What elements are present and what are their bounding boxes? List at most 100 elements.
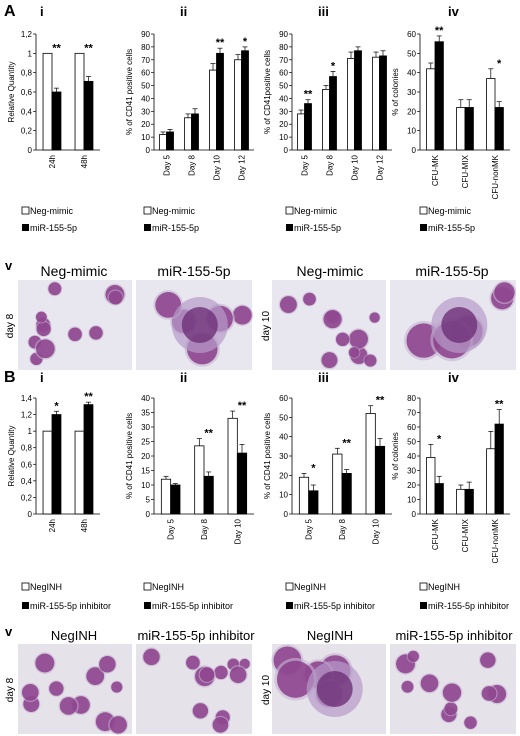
y-tick-label: 1 — [28, 427, 33, 436]
y-tick-label: 20 — [407, 481, 416, 490]
cell-nucleus — [401, 680, 414, 693]
y-tick-label: 0 — [28, 510, 33, 519]
y-tick-label: 70 — [141, 56, 150, 65]
cell-nucleus — [276, 660, 315, 698]
cell-nucleus — [407, 650, 419, 663]
b-sub-i: i — [40, 370, 44, 385]
significance-marker: ** — [204, 428, 213, 440]
y-tick-label: 90 — [141, 30, 150, 39]
cell-nucleus — [214, 665, 228, 680]
y-tick-label: 5 — [146, 496, 151, 505]
a-day-label-10: day 10 — [261, 311, 272, 341]
b-legend-inh-1: miR-155-5p inhibitor — [30, 601, 111, 611]
a-legend-neg-1: Neg-mimic — [30, 206, 74, 216]
b-legend-neg-4: NegINH — [428, 582, 460, 592]
y-tick-label: 40 — [279, 433, 288, 442]
y-tick-label: 0,8 — [21, 69, 33, 78]
y-tick-label: 20 — [279, 471, 288, 480]
cell-nucleus — [279, 296, 297, 314]
y-tick-label: 30 — [141, 423, 150, 432]
b-legend-neg-2: NegINH — [152, 582, 184, 592]
x-tick-label: Day 8 — [200, 518, 209, 539]
a-legend-mir-4: miR-155-5p — [428, 223, 475, 233]
x-tick-label: CFU-nonMK — [491, 518, 500, 563]
x-tick-label: Day 12 — [238, 154, 247, 180]
cell-nucleus — [68, 327, 82, 342]
bar-control — [486, 78, 496, 151]
cell-nucleus — [89, 326, 103, 340]
bar-treated — [354, 50, 362, 151]
x-tick-label: Day 10 — [233, 518, 242, 544]
a-sub-iii: iii — [318, 4, 329, 19]
panel-a-letter: A — [4, 3, 16, 20]
a-sub-v: v — [5, 258, 13, 273]
a-sub-i: i — [40, 4, 44, 19]
cell-nucleus — [49, 681, 64, 696]
b-day-label-10: day 10 — [261, 675, 272, 705]
cell-nucleus — [109, 716, 127, 734]
b-sub-iv: iv — [448, 370, 460, 385]
bar-control — [372, 56, 380, 151]
y-tick-label: 30 — [407, 467, 416, 476]
y-tick-label: 0,4 — [21, 107, 33, 116]
bar-control — [365, 413, 376, 515]
panel-b-letter: B — [4, 369, 16, 386]
y-tick-label: 30 — [279, 452, 288, 461]
a-legend-mir-2: miR-155-5p — [152, 223, 199, 233]
y-tick-label: 1,4 — [21, 394, 33, 403]
y-tick-label: 60 — [279, 394, 288, 403]
significance-marker: ** — [376, 395, 385, 407]
bar-control — [209, 69, 217, 151]
cell-nucleus — [420, 674, 439, 693]
a-sub-iv: iv — [448, 4, 460, 19]
y-axis-label: % of CD41 positive cells — [125, 413, 134, 499]
y-tick-label: 10 — [141, 481, 150, 490]
y-tick-label: 70 — [407, 409, 416, 418]
bar-control — [486, 448, 496, 515]
bar-control — [456, 488, 466, 515]
cell-nucleus — [48, 282, 62, 296]
cell-nucleus — [464, 716, 477, 729]
bar-control — [332, 453, 343, 515]
a-legends: Neg-mimic miR-155-5p Neg-mimic miR-155-5… — [21, 206, 475, 233]
y-tick-label: 50 — [279, 413, 288, 422]
y-tick-label: 40 — [279, 94, 288, 103]
y-tick-label: 10 — [279, 133, 288, 142]
cell-nucleus — [480, 652, 496, 668]
y-tick-label: 20 — [407, 107, 416, 116]
b-micrographs: NegINH miR-155-5p inhibitor NegINH miR-1… — [5, 628, 516, 735]
b-legend-inh-3: miR-155-5p inhibitor — [294, 601, 375, 611]
bar-control — [234, 59, 242, 151]
a-img-label-1: Neg-mimic — [41, 263, 108, 279]
y-tick-label: 20 — [279, 120, 288, 129]
y-tick-label: 80 — [141, 43, 150, 52]
bar-control — [42, 430, 53, 515]
significance-marker: * — [497, 58, 502, 70]
b-sub-ii: ii — [180, 370, 187, 385]
y-tick-label: 25 — [141, 438, 150, 447]
y-axis-label: % of colonies — [391, 432, 400, 480]
cell-nucleus — [35, 339, 55, 359]
y-tick-label: 0 — [146, 146, 151, 155]
b-sub-iii: iii — [318, 370, 329, 385]
cell-nucleus — [199, 667, 215, 682]
cell-nucleus — [35, 653, 55, 673]
cell-nucleus — [442, 683, 462, 702]
bar-treated — [329, 76, 337, 151]
bar-treated — [83, 404, 94, 515]
x-tick-label: 48h — [80, 519, 89, 532]
y-tick-label: 60 — [279, 69, 288, 78]
y-tick-label: 30 — [407, 88, 416, 97]
bar-treated — [170, 484, 181, 515]
chart-a-ii: 0 10 20 30 40 50 60 70 80 90 % of CD41 positive ce… — [125, 30, 254, 180]
chart-b-ii: 0 5 10 15 20 25 30 35 40 % of CD41 positive cells… — [125, 394, 254, 544]
bar-treated — [434, 483, 444, 515]
significance-marker: ** — [84, 42, 93, 54]
y-tick-label: 80 — [407, 394, 416, 403]
a-legend-neg-2: Neg-mimic — [152, 206, 196, 216]
a-legend-neg-3: Neg-mimic — [294, 206, 338, 216]
y-tick-label: 0,6 — [21, 88, 33, 97]
y-axis-label: % of CD41 positive cells — [263, 413, 272, 499]
x-tick-label: CFU-nonMK — [491, 154, 500, 199]
bar-control — [184, 117, 192, 151]
